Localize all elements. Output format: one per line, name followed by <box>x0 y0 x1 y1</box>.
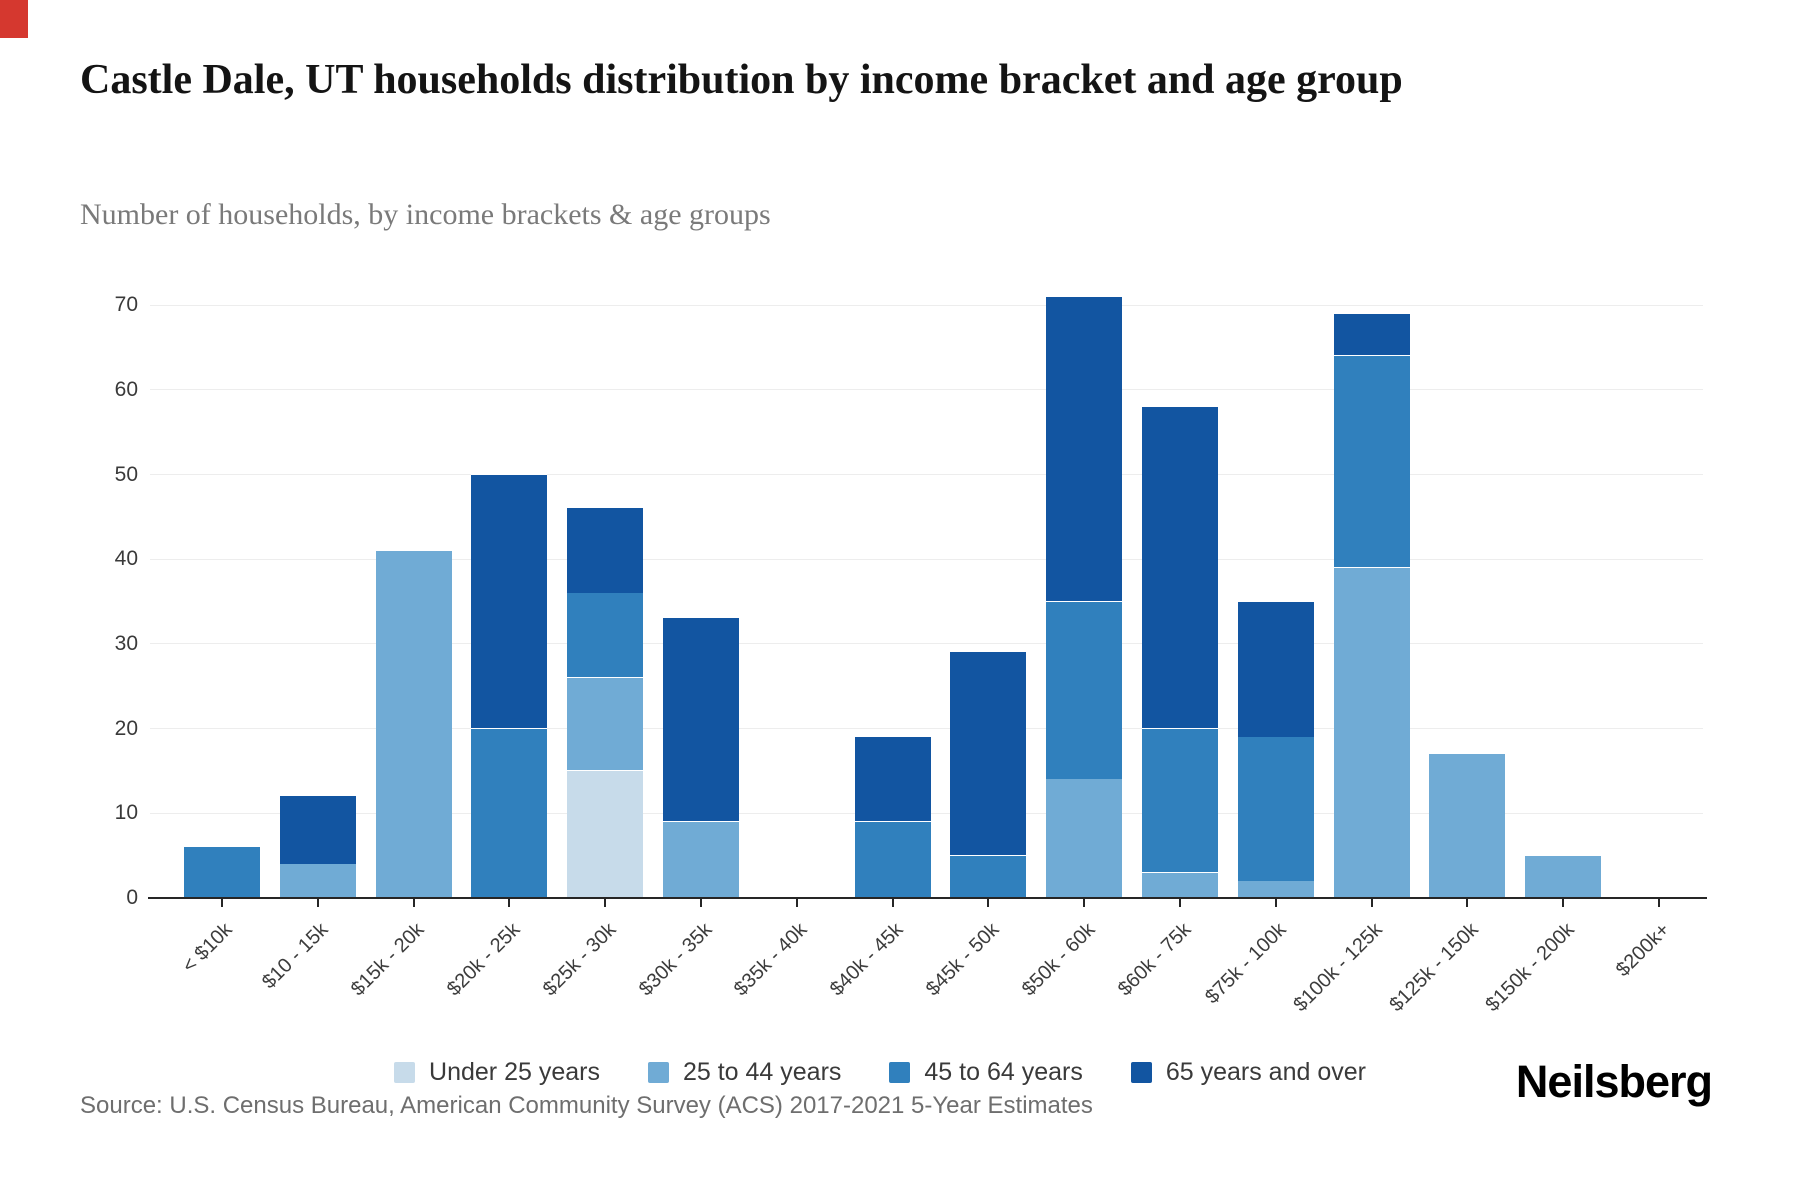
bar-segment-age_65_over[interactable] <box>567 508 644 593</box>
x-axis-tick <box>412 898 415 907</box>
bar-segment-age_45_64[interactable] <box>471 728 548 898</box>
bar-segment-age_25_44[interactable] <box>375 550 452 898</box>
bar-segment-age_25_44[interactable] <box>1237 881 1314 898</box>
y-axis-tick-label: 70 <box>114 293 138 317</box>
gridline-40 <box>150 558 1703 560</box>
y-axis-tick-label: 50 <box>114 462 138 486</box>
bar-segment-age_65_over[interactable] <box>1333 313 1410 356</box>
legend-item-age_45_64[interactable]: 45 to 64 years <box>889 1058 1083 1087</box>
bar-segment-age_25_44[interactable] <box>663 821 739 898</box>
bar-segment-age_65_over[interactable] <box>471 474 548 729</box>
chart-subtitle: Number of households, by income brackets… <box>80 198 771 231</box>
bar-segment-age_65_over[interactable] <box>663 618 739 822</box>
brand-logo: Neilsberg <box>1515 1056 1713 1107</box>
source-note: Source: U.S. Census Bureau, American Com… <box>80 1092 1093 1119</box>
chart-title: Castle Dale, UT households distribution … <box>80 57 1403 103</box>
x-axis-tick <box>508 898 511 907</box>
legend-item-age_25_44[interactable]: 25 to 44 years <box>647 1058 842 1087</box>
legend-label: 65 years and over <box>1165 1058 1366 1086</box>
x-axis-tick <box>1370 898 1373 907</box>
y-axis-tick-label: 10 <box>114 801 138 825</box>
bar-segment-age_25_44[interactable] <box>1142 872 1218 898</box>
bar-segment-age_45_64[interactable] <box>950 855 1027 898</box>
x-axis-tick <box>1466 898 1469 907</box>
bar-segment-age_65_over[interactable] <box>854 737 931 822</box>
x-axis-category-label: $200k+ <box>1611 918 1675 982</box>
x-axis-tick <box>1274 898 1277 907</box>
gridline-30 <box>150 643 1703 645</box>
legend-item-age_65_over[interactable]: 65 years and over <box>1130 1058 1366 1087</box>
gridline-20 <box>150 728 1703 730</box>
legend-swatch-age_45_64 <box>889 1062 911 1083</box>
bar-segment-age_65_over[interactable] <box>1142 406 1218 729</box>
x-axis-tick <box>1658 898 1660 907</box>
bar-segment-age_25_44[interactable] <box>1525 855 1602 898</box>
x-axis-line <box>148 897 1707 899</box>
x-axis-tick <box>604 898 607 907</box>
legend: Under 25 years 25 to 44 years 45 to 64 yea… <box>150 1058 1610 1087</box>
y-axis-tick-label: 30 <box>114 631 138 655</box>
bar-segment-age_25_44[interactable] <box>279 864 356 898</box>
x-axis-tick <box>700 898 702 907</box>
x-axis-tick <box>795 898 798 907</box>
legend-swatch-age_65_over <box>1130 1062 1152 1083</box>
bar-segment-age_25_44[interactable] <box>1333 567 1410 898</box>
x-axis-tick <box>891 898 894 907</box>
y-axis-tick-label: 40 <box>114 547 138 571</box>
legend-label: 25 to 44 years <box>682 1058 842 1086</box>
y-axis-tick-label: 60 <box>114 377 138 401</box>
x-axis-tick <box>221 898 223 907</box>
y-axis-tick-label: 0 <box>126 886 138 909</box>
y-axis-tick-label: 20 <box>114 716 138 740</box>
bar-segment-age_25_44[interactable] <box>1046 779 1123 898</box>
bar-segment-age_25_44[interactable] <box>1429 754 1506 898</box>
x-axis-tick <box>1179 898 1181 907</box>
legend-label: Under 25 years <box>429 1058 600 1086</box>
bar-segment-age_65_over[interactable] <box>950 652 1027 856</box>
bar-segment-age_45_64[interactable] <box>567 593 644 678</box>
x-axis-tick <box>316 898 319 907</box>
legend-swatch-under_25 <box>394 1062 416 1083</box>
x-axis-tick <box>987 898 990 907</box>
bar-segment-age_45_64[interactable] <box>854 821 931 898</box>
bar-segment-age_45_64[interactable] <box>184 847 260 898</box>
bar-segment-under_25[interactable] <box>567 770 644 898</box>
legend-item-under_25[interactable]: Under 25 years <box>394 1058 600 1087</box>
bar-segment-age_25_44[interactable] <box>567 677 644 771</box>
bar-segment-age_65_over[interactable] <box>279 796 356 864</box>
bar-segment-age_45_64[interactable] <box>1333 355 1410 568</box>
gridline-70 <box>150 304 1703 306</box>
x-axis-tick <box>1083 898 1086 907</box>
x-axis-label-anchor: $200k+ <box>1435 916 1674 981</box>
bar-segment-age_65_over[interactable] <box>1237 601 1314 737</box>
bar-segment-age_45_64[interactable] <box>1142 728 1218 873</box>
corner-flag-decoration <box>0 0 28 38</box>
bar-segment-age_45_64[interactable] <box>1046 601 1123 779</box>
bar-segment-age_65_over[interactable] <box>1046 296 1123 602</box>
legend-swatch-age_25_44 <box>647 1062 669 1083</box>
legend-label: 45 to 64 years <box>924 1058 1083 1086</box>
bar-segment-age_45_64[interactable] <box>1237 737 1314 881</box>
gridline-60 <box>150 389 1703 391</box>
gridline-50 <box>150 474 1703 475</box>
x-axis-tick <box>1562 898 1565 907</box>
